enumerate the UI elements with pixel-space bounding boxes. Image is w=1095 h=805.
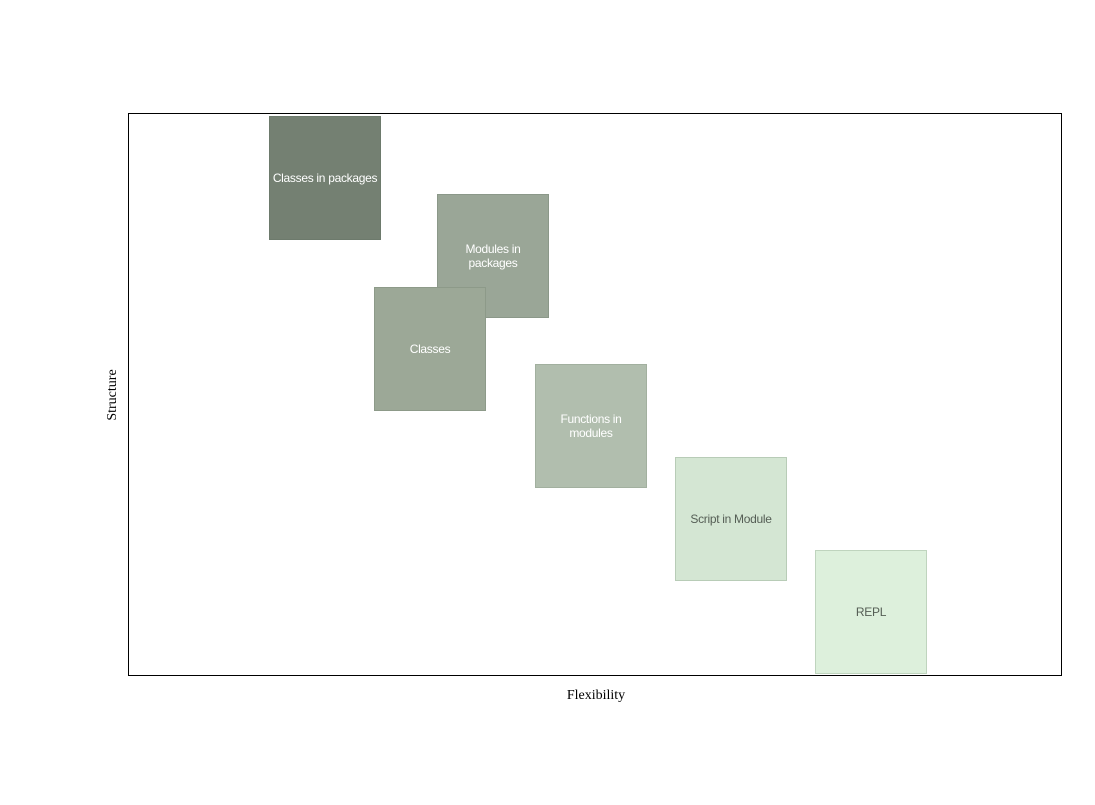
box-label: Script in Module	[690, 512, 772, 526]
x-axis-label: Flexibility	[566, 688, 626, 703]
box-repl: REPL	[815, 550, 927, 674]
box-label: REPL	[855, 605, 887, 619]
box-script-in-module: Script in Module	[675, 457, 787, 581]
box-classes-in-packages: Classes in packages	[269, 116, 381, 240]
box-functions-in-modules: Functions in modules	[535, 364, 647, 488]
box-label: Classes in packages	[272, 171, 378, 185]
y-axis-label: Structure	[105, 369, 120, 421]
box-label: Modules in packages	[465, 242, 521, 270]
box-label: Functions in modules	[560, 412, 622, 440]
box-classes: Classes	[374, 287, 486, 411]
box-label: Classes	[409, 342, 451, 356]
